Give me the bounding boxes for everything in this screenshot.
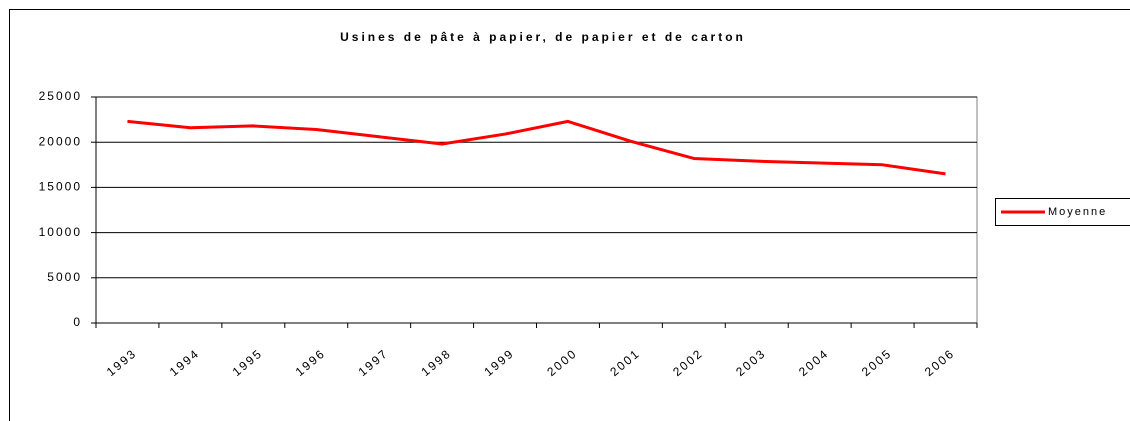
line-series (127, 119, 946, 176)
plot-area (95, 96, 978, 324)
chart-title: Usines de pâte à papier, de papier et de… (340, 30, 746, 44)
y-tick-label: 5000 (47, 270, 82, 284)
y-tick-label: 25000 (39, 89, 82, 103)
y-tick-label: 20000 (39, 134, 82, 148)
y-tick-label: 15000 (39, 180, 82, 194)
legend-label: Moyenne (1048, 206, 1107, 218)
y-tick-label: 10000 (39, 225, 82, 239)
y-tick-label: 0 (73, 315, 82, 329)
